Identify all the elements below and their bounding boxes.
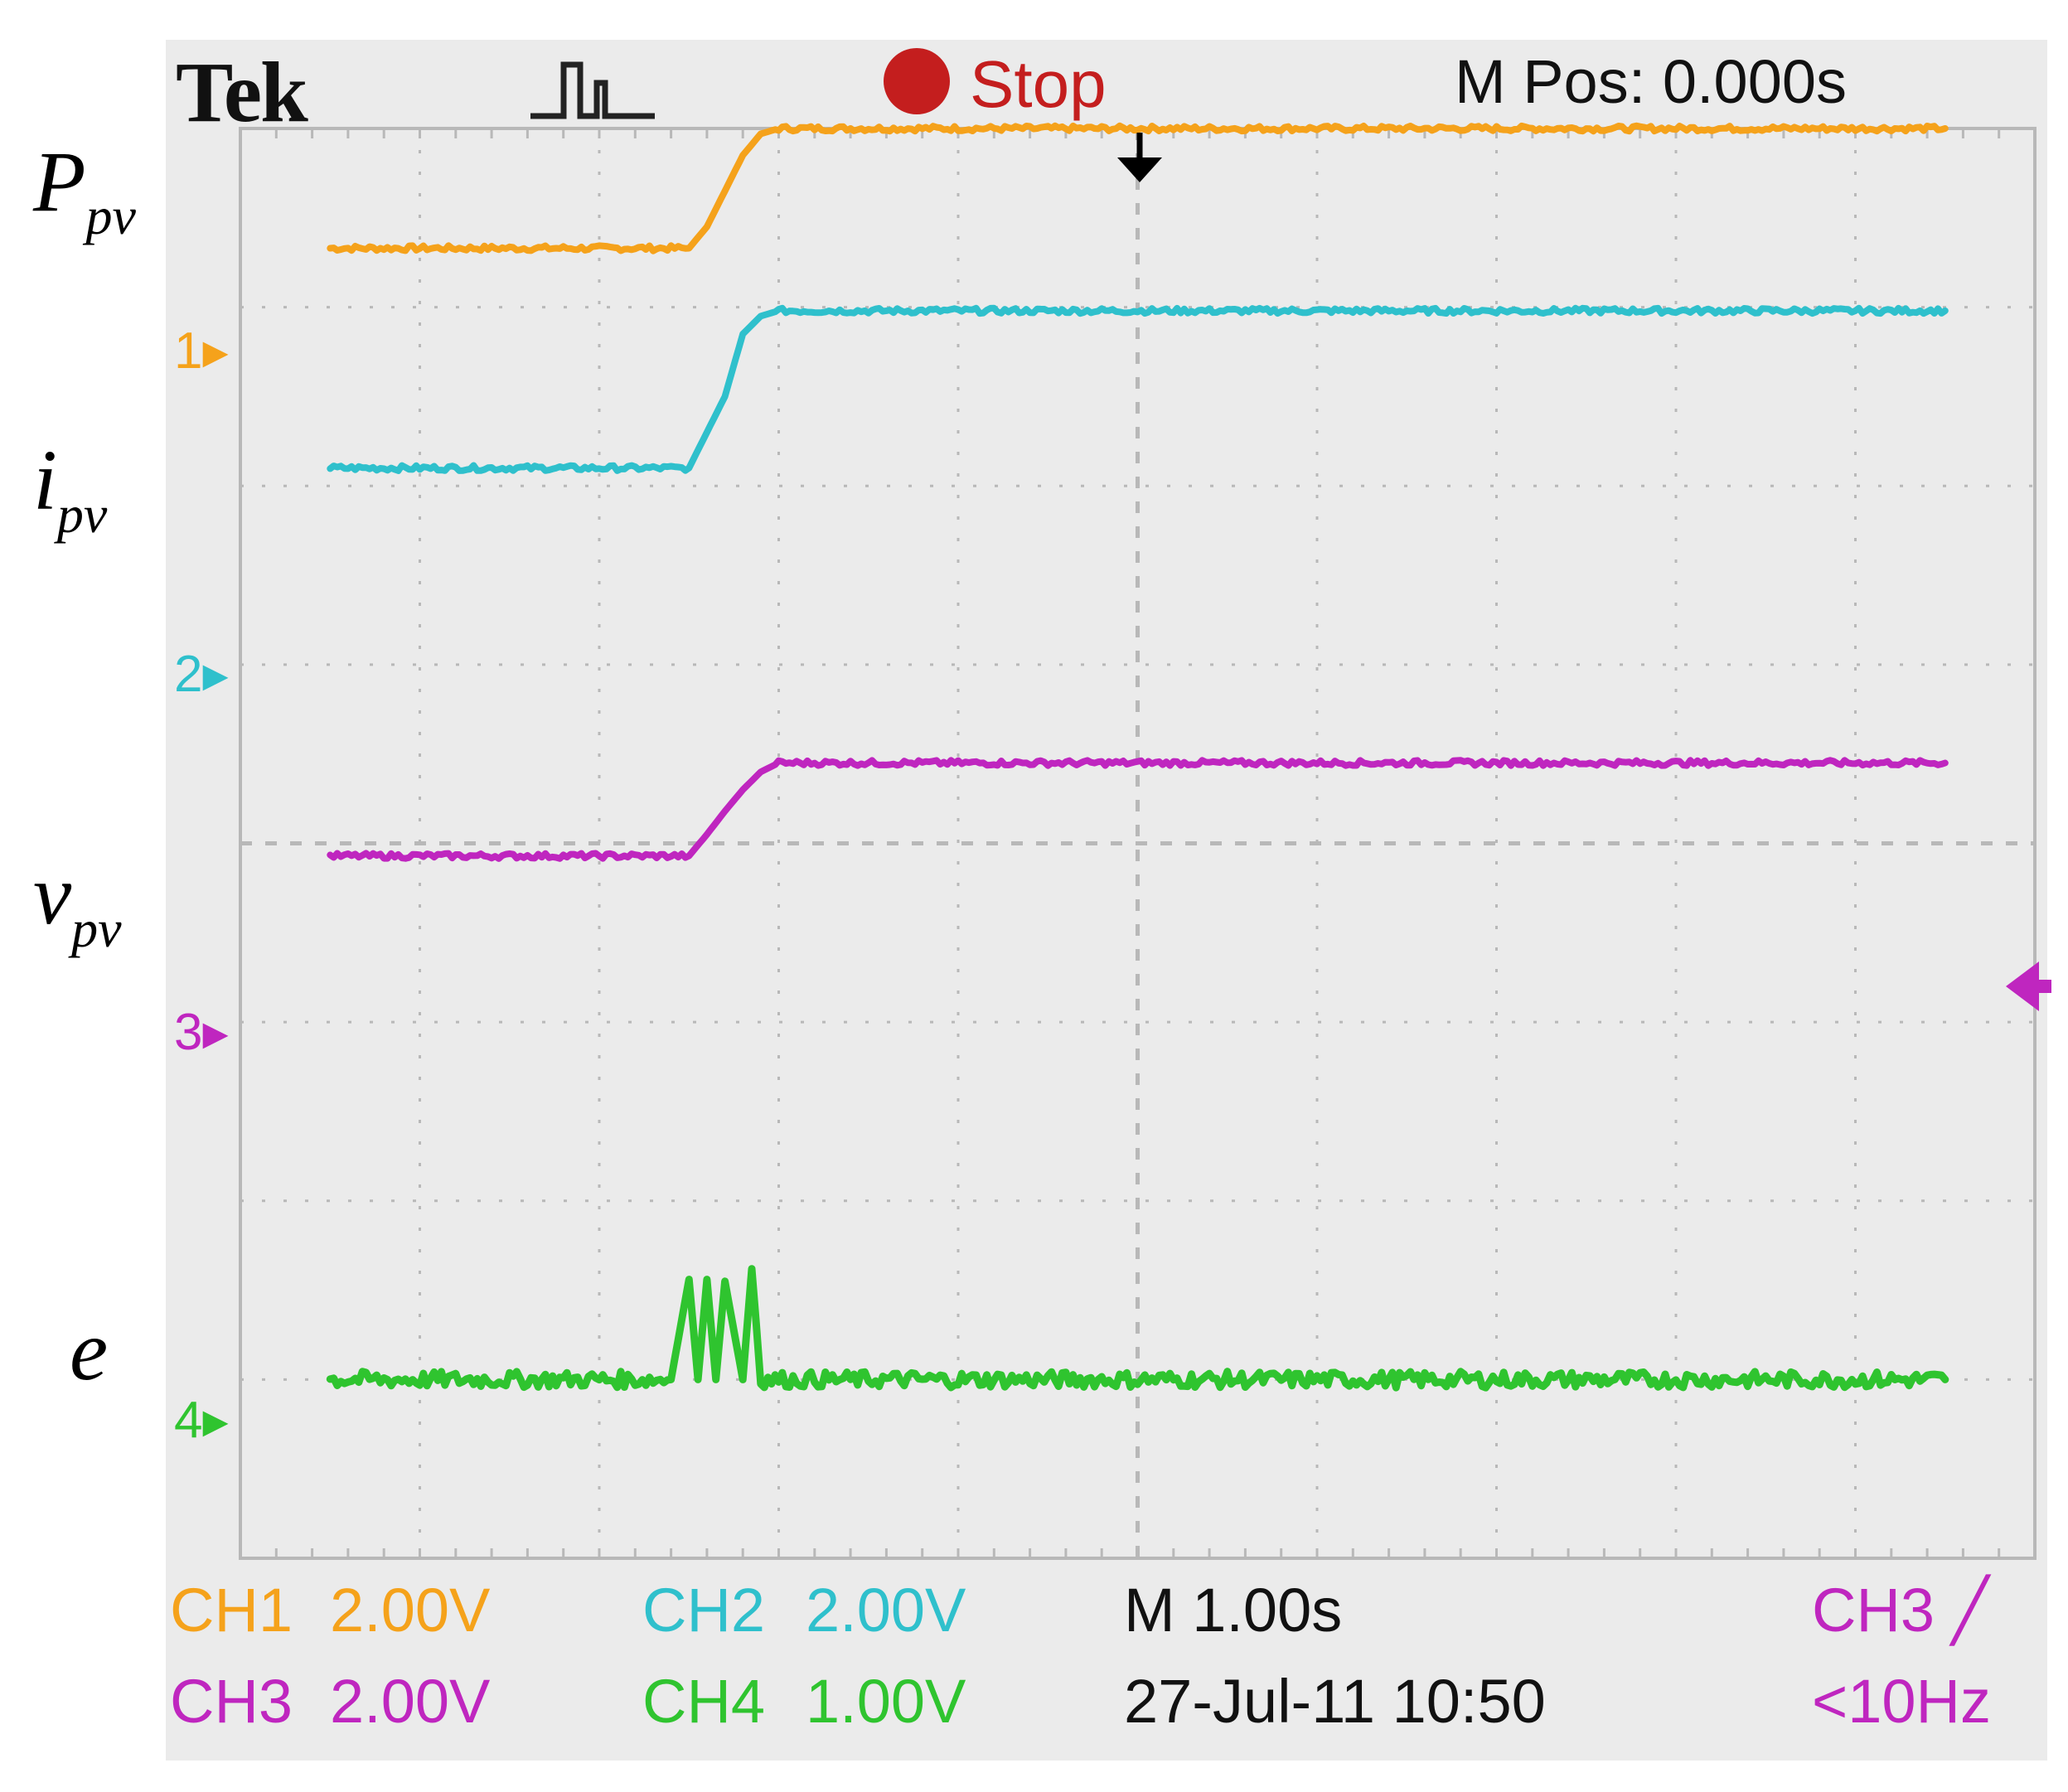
trigger-position-arrow-icon (1117, 133, 1162, 182)
ch3-level-marker-icon (2006, 961, 2051, 1011)
ch4-scale: 1.00V (806, 1667, 966, 1736)
waveform-traces (326, 122, 1949, 1392)
trace-ch3 (327, 757, 1949, 862)
horizontal-position: M Pos: 0.000s (1455, 47, 1848, 116)
ch2-marker: 2▸ (174, 646, 229, 703)
series-label-vpv: vpv (33, 847, 122, 958)
datetime: 27-Jul-11 10:50 (1124, 1667, 1546, 1736)
ch1-scale: 2.00V (330, 1576, 491, 1644)
ch4-label: CH4 (642, 1667, 766, 1736)
ch2-scale: 2.00V (806, 1576, 966, 1644)
ch1-marker: 1▸ (174, 322, 229, 380)
series-label-ppv: Ppv (33, 134, 136, 245)
ch3-label: CH3 (170, 1667, 293, 1736)
trigger-pulse-icon (530, 61, 655, 119)
ch2-label: CH2 (642, 1576, 766, 1644)
timebase: M 1.00s (1124, 1576, 1343, 1644)
trace-ch1 (327, 122, 1949, 254)
graticule (239, 127, 2037, 1560)
run-status: Stop (970, 47, 1107, 121)
ch3-marker: 3▸ (174, 1004, 229, 1061)
brand-logo: Tek (176, 45, 308, 140)
trigger-source: CH3 ╱ (1812, 1576, 1989, 1644)
series-label-ipv: ipv (33, 433, 108, 544)
ch3-scale: 2.00V (330, 1667, 491, 1736)
ch1-label: CH1 (170, 1576, 293, 1644)
ch4-marker: 4▸ (174, 1392, 229, 1449)
trace-ch4 (326, 1265, 1949, 1392)
trigger-frequency: <10Hz (1812, 1667, 1991, 1736)
stop-dot-icon (884, 48, 950, 114)
series-label-e: e (70, 1303, 109, 1398)
scope-screen (166, 40, 2047, 1761)
trace-ch2 (327, 304, 1949, 474)
